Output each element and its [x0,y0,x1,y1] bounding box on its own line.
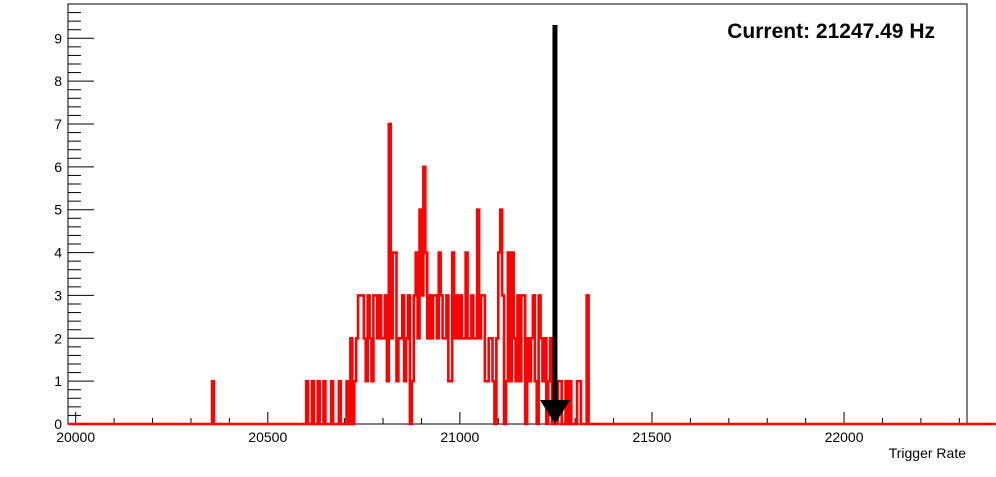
current-rate-annotation: Current: 21247.49 Hz [727,20,935,43]
y-tick-label: 8 [54,73,62,89]
x-axis-title: Trigger Rate [889,445,967,461]
y-tick-label: 0 [54,416,62,432]
plot-frame [67,3,968,425]
x-tick-label: 20000 [56,429,95,445]
histogram-series [68,122,996,426]
y-axis-ticks: 0 1 2 3 4 5 6 7 8 9 [54,3,94,432]
current-rate-arrow [539,25,570,424]
y-tick-label: 1 [54,373,62,389]
x-tick-label: 22000 [825,429,864,445]
x-axis-ticks: 20000 20500 21000 21500 22000 [56,412,960,445]
y-tick-label: 6 [54,159,62,175]
y-tick-label: 4 [54,245,62,261]
x-tick-label: 20500 [248,429,287,445]
y-tick-label: 3 [54,287,62,303]
y-tick-label: 9 [54,30,62,46]
y-tick-label: 2 [54,330,62,346]
x-tick-label: 21000 [440,429,479,445]
y-tick-label: 5 [54,202,62,218]
arrow-head [539,400,570,424]
y-tick-label: 7 [54,116,62,132]
x-tick-label: 21500 [632,429,671,445]
